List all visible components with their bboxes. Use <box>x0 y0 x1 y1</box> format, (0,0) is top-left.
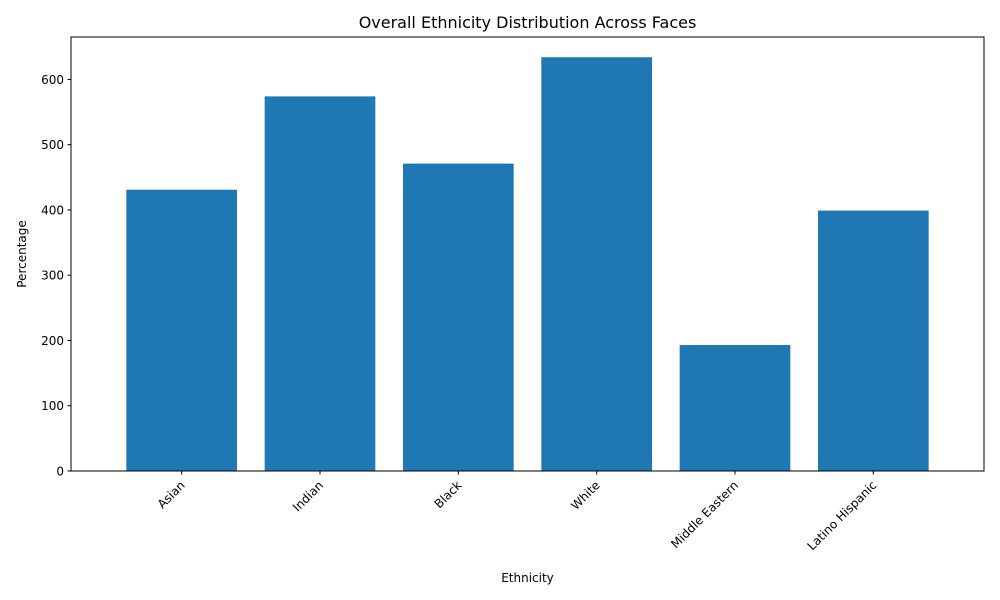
plot-frame <box>70 36 985 472</box>
y-tick-label: 200 <box>41 334 64 348</box>
y-axis-label: Percentage <box>15 220 29 288</box>
x-axis: Asian Indian Black White Middle Eastern Latin… <box>155 471 880 553</box>
x-tick-label: Middle Eastern <box>668 478 741 551</box>
bar-latino-hispanic <box>818 210 929 471</box>
chart-title: Overall Ethnicity Distribution Across Fa… <box>359 13 697 32</box>
bar-asian <box>126 189 237 471</box>
bar-indian <box>264 96 376 471</box>
y-tick-label: 600 <box>41 73 64 87</box>
bar-white <box>541 57 652 471</box>
y-tick-label: 100 <box>41 399 64 413</box>
bar-middle-eastern <box>679 345 791 471</box>
x-axis-label: Ethnicity <box>501 571 554 585</box>
y-tick-label: 0 <box>56 465 64 479</box>
x-tick-label: Asian <box>155 478 188 511</box>
x-tick-label: White <box>568 478 603 513</box>
bars-group <box>126 57 929 472</box>
bar-black <box>403 163 514 472</box>
x-tick-label: Latino Hispanic <box>805 478 880 553</box>
y-axis: 0 100 200 300 400 500 600 <box>41 73 71 479</box>
x-tick-label: Black <box>432 478 465 511</box>
y-tick-label: 400 <box>41 203 64 217</box>
y-tick-label: 300 <box>41 269 64 283</box>
x-tick-label: Indian <box>290 478 326 514</box>
y-tick-label: 500 <box>41 138 64 152</box>
